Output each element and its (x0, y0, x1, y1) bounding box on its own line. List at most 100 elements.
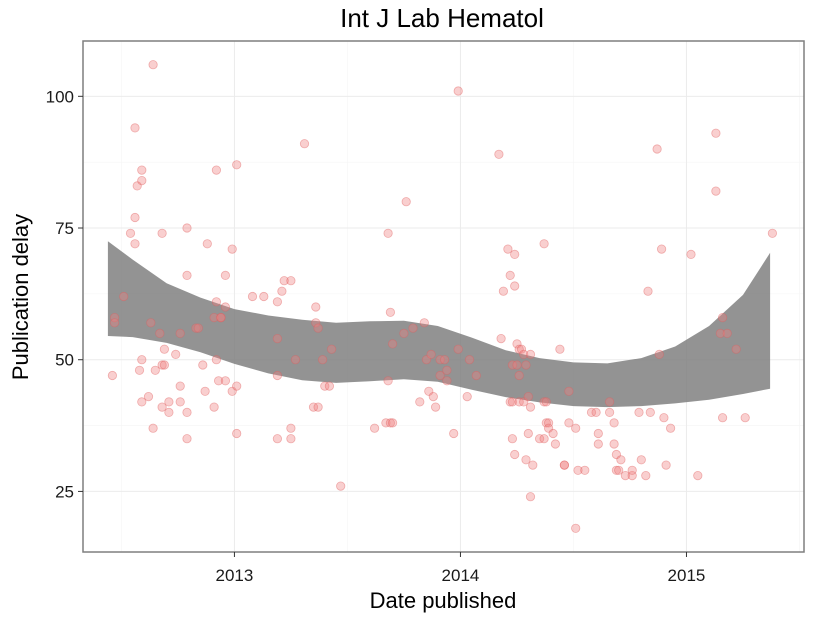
data-point (510, 249, 520, 259)
data-point (453, 344, 463, 354)
data-point (430, 402, 441, 412)
data-point (137, 355, 147, 365)
data-point (150, 365, 160, 375)
data-point (442, 376, 452, 386)
data-point (119, 291, 129, 302)
data-point (611, 465, 622, 475)
data-point (286, 276, 296, 286)
data-point (449, 428, 459, 439)
data-point (514, 370, 524, 381)
data-point (521, 455, 531, 465)
data-point (130, 239, 140, 249)
data-point (604, 397, 615, 407)
data-point (510, 281, 520, 291)
data-point (200, 386, 210, 396)
data-point (591, 407, 601, 417)
data-point (182, 407, 192, 417)
data-point (209, 402, 219, 412)
data-point (541, 418, 551, 428)
y-tick-label: 100 (46, 87, 74, 106)
smooth-confidence-band (107, 241, 771, 408)
data-point (320, 381, 330, 391)
data-point (220, 376, 230, 386)
data-point (428, 391, 438, 402)
data-point (711, 128, 721, 138)
data-point (693, 470, 703, 481)
data-point (507, 397, 518, 407)
data-point (505, 270, 515, 280)
data-point (148, 423, 158, 433)
data-point (514, 397, 524, 407)
data-point (656, 244, 667, 254)
data-point (740, 413, 750, 423)
data-point (232, 381, 242, 391)
data-point (616, 455, 626, 465)
data-point (521, 360, 531, 370)
data-point (146, 318, 156, 328)
data-point (159, 360, 169, 370)
data-point (550, 439, 561, 449)
data-point (110, 312, 120, 323)
data-point (645, 407, 655, 417)
data-point (453, 86, 463, 96)
data-point (216, 312, 226, 323)
data-point (415, 397, 425, 407)
data-point (155, 328, 165, 338)
data-point (137, 176, 147, 186)
data-points (107, 60, 778, 533)
y-axis-title: Publication delay (8, 214, 33, 380)
data-point (424, 386, 434, 396)
data-point (514, 344, 524, 354)
plot-border (82, 40, 805, 553)
data-point (419, 318, 429, 328)
data-point (259, 291, 269, 302)
data-point (571, 423, 581, 433)
data-point (494, 149, 504, 159)
data-point (654, 349, 664, 359)
data-point (604, 407, 615, 417)
data-point (211, 165, 221, 175)
data-point (571, 523, 581, 533)
data-point (137, 397, 147, 407)
data-point (299, 139, 310, 149)
data-point (426, 349, 436, 359)
data-point (311, 318, 321, 328)
data-point (593, 428, 603, 439)
data-point (387, 339, 398, 349)
data-point (182, 434, 192, 444)
data-point (620, 470, 631, 481)
chart-title: Int J Lab Hematol (340, 3, 544, 33)
data-point (286, 423, 296, 433)
x-axis-title: Date published (370, 588, 517, 613)
data-point (512, 360, 522, 370)
data-point (516, 344, 527, 354)
y-axis-ticks: 25 50 75 100 (46, 87, 83, 501)
data-point (661, 460, 671, 470)
data-point (507, 360, 518, 370)
data-point (541, 397, 551, 407)
data-point (498, 286, 508, 296)
data-point (399, 328, 409, 338)
data-point (503, 244, 513, 254)
data-point (336, 481, 346, 491)
data-point (573, 465, 583, 475)
data-point (125, 228, 136, 238)
data-point (519, 397, 529, 407)
data-point (227, 386, 237, 396)
data-point (198, 360, 208, 370)
data-point (130, 123, 140, 133)
data-point (313, 402, 323, 412)
data-point (220, 302, 230, 312)
data-point (110, 318, 120, 328)
data-point (182, 223, 192, 233)
data-point (627, 470, 637, 481)
data-point (272, 333, 282, 344)
data-point (182, 270, 192, 280)
data-point (614, 465, 624, 475)
data-point (496, 333, 506, 344)
data-point (279, 276, 289, 286)
data-point (636, 455, 646, 465)
data-point (543, 418, 554, 428)
data-point (548, 428, 558, 439)
